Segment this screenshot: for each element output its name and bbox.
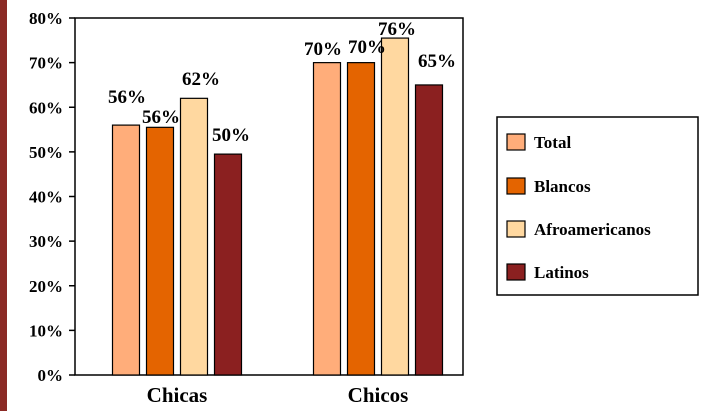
- x-category-label: Chicas: [147, 383, 208, 407]
- legend-label: Blancos: [534, 177, 591, 196]
- y-tick-label: 0%: [38, 366, 64, 385]
- left-border-strip: [0, 0, 7, 411]
- data-label: 70%: [348, 37, 386, 58]
- y-tick-label: 60%: [29, 98, 63, 117]
- bar-afroamericanos-chicas: [179, 97, 209, 376]
- legend-label: Afroamericanos: [534, 220, 651, 239]
- y-tick-label: 70%: [29, 54, 63, 73]
- legend-swatch-afroamericanos: [506, 220, 526, 238]
- bar-total-chicas: [111, 124, 141, 376]
- bar-blancos-chicos: [346, 62, 376, 376]
- y-tick-label: 80%: [29, 9, 63, 28]
- legend-swatch-latinos: [506, 263, 526, 281]
- data-label: 62%: [182, 69, 220, 90]
- legend-label: Total: [534, 133, 571, 152]
- data-label: 65%: [418, 51, 456, 72]
- bar-afroamericanos-chicos: [380, 37, 410, 376]
- legend-box: [496, 116, 699, 296]
- bar-latinos-chicas: [213, 153, 243, 376]
- data-label: 56%: [142, 107, 180, 128]
- legend-swatch-blancos: [506, 177, 526, 195]
- data-label: 70%: [304, 39, 342, 60]
- legend-label: Latinos: [534, 263, 589, 282]
- x-category-label: Chicos: [348, 383, 409, 407]
- bar-total-chicos: [312, 62, 342, 376]
- bar-latinos-chicos: [414, 84, 444, 376]
- y-tick-label: 40%: [29, 188, 63, 207]
- y-tick-label: 10%: [29, 321, 63, 340]
- legend-swatch-total: [506, 133, 526, 151]
- data-label: 50%: [212, 125, 250, 146]
- data-label: 76%: [378, 19, 416, 40]
- y-tick-label: 30%: [29, 232, 63, 251]
- y-tick-label: 20%: [29, 277, 63, 296]
- y-tick-label: 50%: [29, 143, 63, 162]
- data-label: 56%: [108, 87, 146, 108]
- bar-blancos-chicas: [145, 126, 175, 376]
